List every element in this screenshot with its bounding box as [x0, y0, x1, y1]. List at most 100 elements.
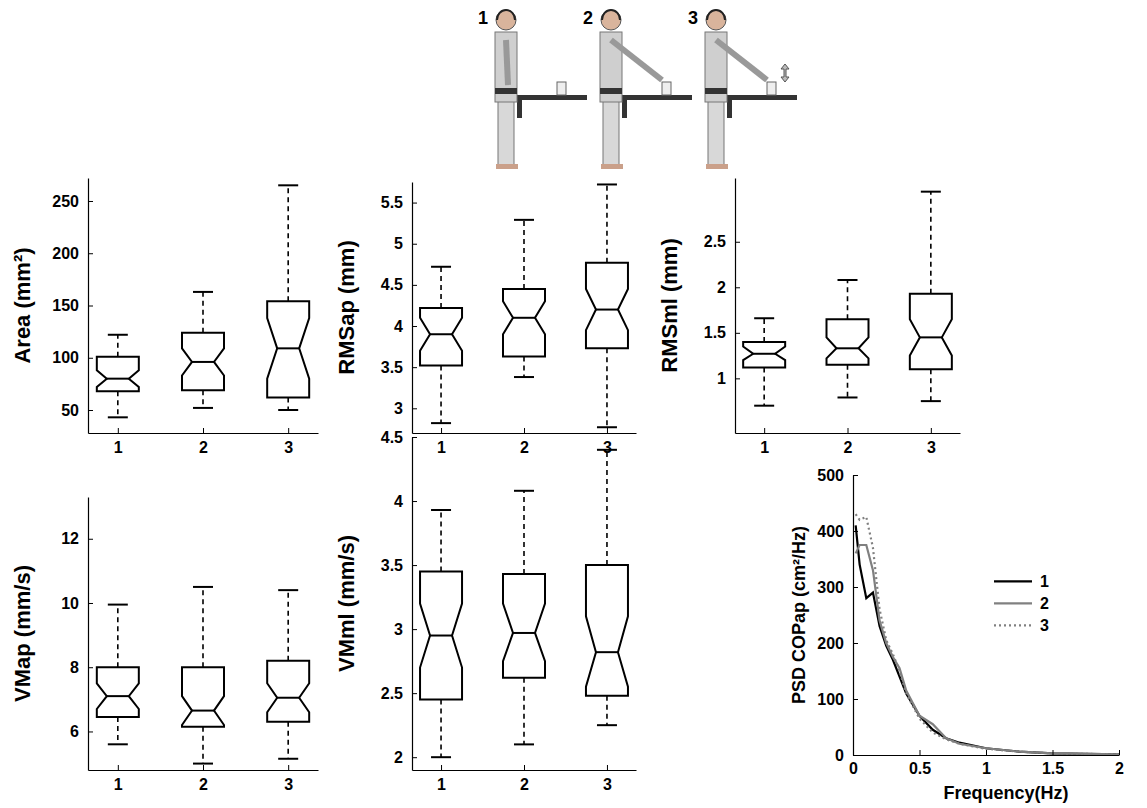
- tick-mark: [412, 501, 417, 502]
- tick: 2: [394, 749, 417, 766]
- median: [513, 632, 535, 634]
- y-axis-title: PSD COPap (cm²/Hz): [789, 526, 809, 704]
- panel: 33.544.555.5RMSap (mm)123: [334, 183, 637, 457]
- tick-label: 3.5: [381, 359, 403, 376]
- tick: 12: [61, 530, 93, 547]
- cap-low: [193, 407, 213, 409]
- panel: 681012VMap (mm/s)123: [10, 498, 319, 794]
- tick-label: 100: [817, 691, 844, 708]
- median: [920, 336, 942, 338]
- panel: 50100150200250Area (mm²)123: [10, 179, 319, 457]
- tick-mark: [88, 358, 93, 359]
- tick-mark: [412, 367, 417, 368]
- median: [513, 317, 535, 319]
- tick-label: 1: [437, 439, 446, 456]
- panel: 11.522.5RMSml (mm)123: [657, 179, 961, 457]
- headphones: [602, 10, 620, 20]
- tick: 1: [437, 765, 446, 793]
- tick-mark: [853, 587, 858, 588]
- x-axis-line: [736, 433, 961, 434]
- tick: 200: [817, 635, 858, 652]
- feet: [601, 164, 623, 169]
- whisker-low: [606, 696, 608, 725]
- tick-label: 0.5: [909, 760, 931, 777]
- table: [620, 95, 692, 100]
- tick: 2: [520, 428, 529, 456]
- tick-label: 3.5: [381, 557, 403, 574]
- belt: [600, 88, 622, 94]
- box: [420, 510, 462, 757]
- tick-label: 1.5: [704, 324, 726, 341]
- tick-label: 1: [717, 370, 726, 387]
- tick-mark: [203, 765, 204, 770]
- whisker-high: [440, 267, 442, 308]
- median: [430, 635, 452, 637]
- whisker-high: [287, 590, 289, 661]
- legend-swatch: [994, 624, 1032, 626]
- cap-low: [754, 405, 774, 407]
- tick-label: 3: [394, 400, 403, 417]
- tick-label: 1: [760, 439, 769, 456]
- cap-low: [838, 396, 858, 398]
- tick: 3: [394, 400, 417, 417]
- y-axis-title: VMap (mm/s): [10, 565, 35, 702]
- tick: 3: [284, 428, 293, 456]
- cap-low: [597, 724, 617, 726]
- tick-label: 4.5: [381, 276, 403, 293]
- whisker-low: [847, 365, 849, 398]
- cap-high: [278, 589, 298, 591]
- legend: 123: [994, 573, 1049, 634]
- box: [182, 587, 224, 764]
- x-axis: 123: [736, 428, 961, 456]
- tick: 500: [817, 467, 858, 484]
- tick-label: 3: [284, 776, 293, 793]
- legs: [498, 100, 514, 166]
- head: [706, 10, 726, 30]
- tick-mark: [441, 765, 442, 770]
- tick-mark: [88, 201, 93, 202]
- tick: 300: [817, 579, 858, 596]
- cap-low: [431, 422, 451, 424]
- tick: 2: [520, 765, 529, 793]
- tick: 3: [394, 621, 417, 638]
- box: [503, 220, 545, 377]
- illustration-label: 3: [688, 8, 698, 28]
- tick-mark: [853, 475, 858, 476]
- tick: 5.5: [381, 194, 417, 211]
- tick-label: 1: [437, 776, 446, 793]
- y-axis: 681012: [61, 498, 93, 771]
- median: [192, 361, 214, 363]
- cap-low: [278, 758, 298, 760]
- feet: [706, 164, 728, 169]
- cap-low: [514, 376, 534, 378]
- y-axis: 22.533.544.5: [381, 429, 417, 771]
- y-axis-line: [853, 476, 854, 756]
- tick-mark: [412, 437, 417, 438]
- tick-label: 50: [61, 402, 79, 419]
- tick-label: 2: [520, 439, 529, 456]
- box-body: [503, 574, 545, 678]
- box: [743, 318, 785, 405]
- tick: 2: [199, 765, 208, 793]
- tick-label: 10: [61, 595, 79, 612]
- cap-low: [108, 416, 128, 418]
- tick-mark: [288, 765, 289, 770]
- tick-label: 0: [849, 760, 858, 777]
- tick-label: 4: [394, 318, 403, 335]
- tick-label: 3: [394, 621, 403, 638]
- whisker-high: [117, 605, 119, 668]
- x-axis: 123: [89, 765, 319, 793]
- cap-low: [108, 743, 128, 745]
- belt: [705, 88, 727, 94]
- tick-label: 2: [199, 776, 208, 793]
- tick-label: 2: [394, 749, 403, 766]
- tick: 2: [1115, 750, 1124, 777]
- whisker-high: [287, 185, 289, 301]
- cap-high: [597, 183, 617, 185]
- illustration-label: 1: [478, 8, 488, 28]
- tick: 6: [70, 723, 93, 740]
- whisker-high: [440, 510, 442, 571]
- tick-label: 2: [717, 279, 726, 296]
- tick-mark: [764, 428, 765, 433]
- x-axis: 123: [89, 428, 319, 456]
